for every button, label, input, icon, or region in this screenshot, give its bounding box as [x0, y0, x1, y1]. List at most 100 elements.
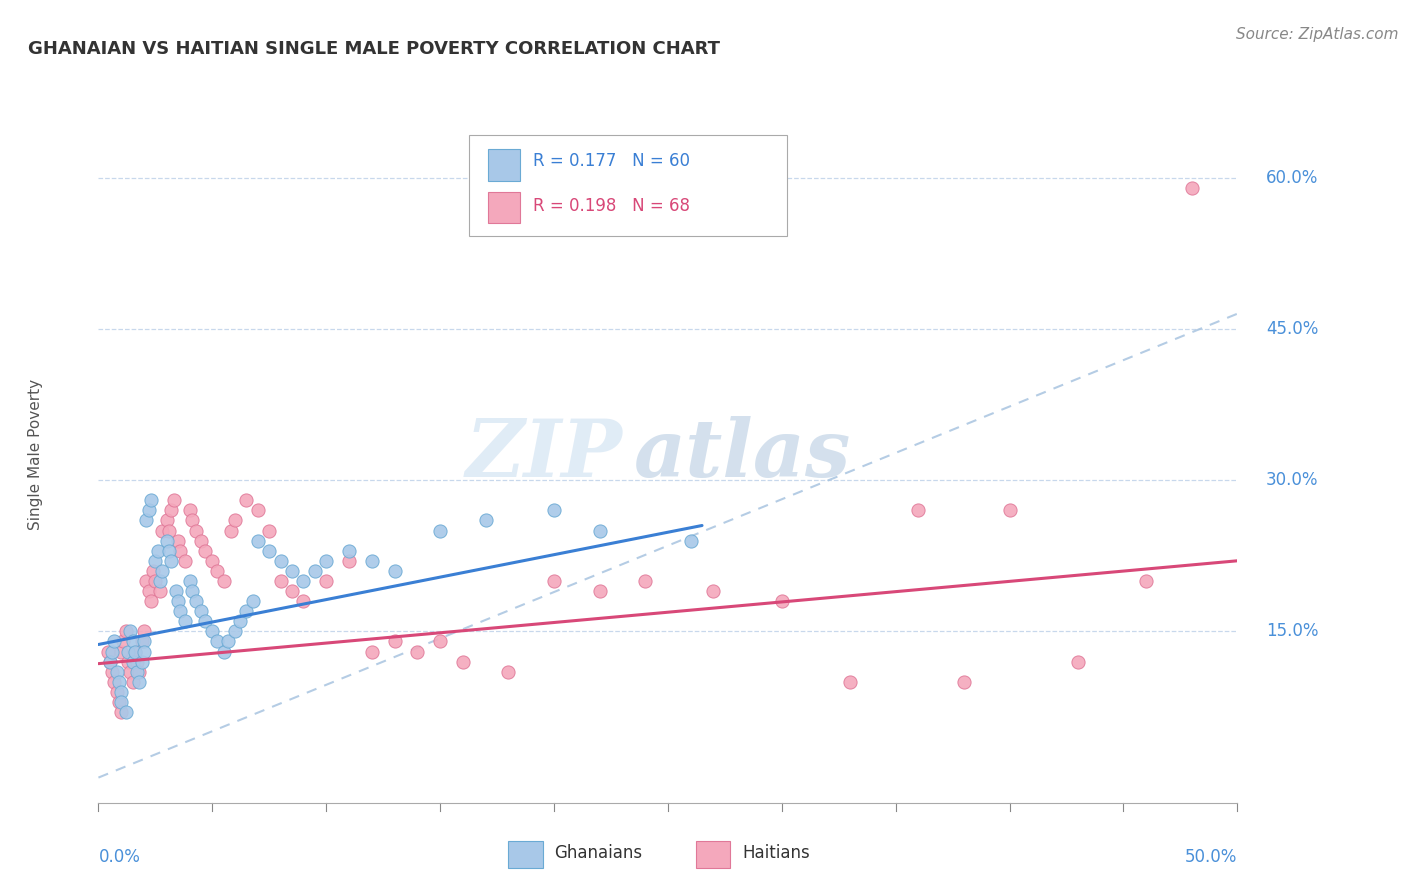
Point: [205, 634, 228, 648]
Point: [770, 594, 793, 608]
Point: [292, 574, 315, 588]
Point: [190, 533, 212, 548]
Point: [121, 655, 143, 669]
Point: [180, 584, 202, 599]
Text: atlas: atlas: [634, 417, 851, 493]
Point: [337, 543, 360, 558]
Point: [139, 594, 162, 608]
Text: Ghanaians: Ghanaians: [554, 844, 643, 862]
Point: [270, 554, 292, 568]
Point: [451, 655, 474, 669]
Point: [998, 503, 1021, 517]
Point: [179, 574, 201, 588]
Point: [634, 574, 657, 588]
Point: [121, 674, 143, 689]
Point: [224, 624, 246, 639]
Text: 0.0%: 0.0%: [98, 848, 141, 866]
Point: [242, 594, 264, 608]
Point: [131, 655, 153, 669]
Point: [156, 513, 179, 527]
Point: [169, 543, 191, 558]
Point: [246, 533, 269, 548]
Point: [498, 665, 520, 679]
Point: [179, 503, 201, 517]
Point: [156, 533, 179, 548]
Point: [110, 644, 132, 658]
Point: [150, 564, 173, 578]
Point: [98, 655, 121, 669]
Point: [114, 705, 136, 719]
Point: [384, 634, 406, 648]
Point: [235, 493, 257, 508]
Point: [112, 634, 135, 648]
Point: [110, 685, 132, 699]
Point: [304, 564, 326, 578]
Text: Haitians: Haitians: [742, 844, 810, 862]
Point: [108, 695, 131, 709]
Point: [110, 705, 132, 719]
Point: [281, 564, 304, 578]
Point: [139, 493, 162, 508]
Point: [117, 644, 139, 658]
Point: [157, 524, 180, 538]
Point: [201, 624, 224, 639]
Point: [270, 574, 292, 588]
Point: [105, 685, 128, 699]
Point: [132, 634, 155, 648]
Point: [194, 615, 217, 629]
Point: [702, 584, 724, 599]
Point: [135, 574, 157, 588]
Point: [146, 543, 169, 558]
Point: [138, 503, 160, 517]
Point: [105, 665, 128, 679]
Text: GHANAIAN VS HAITIAN SINGLE MALE POVERTY CORRELATION CHART: GHANAIAN VS HAITIAN SINGLE MALE POVERTY …: [28, 40, 720, 58]
Point: [124, 644, 146, 658]
FancyBboxPatch shape: [468, 135, 787, 235]
Point: [103, 634, 125, 648]
Point: [1135, 574, 1157, 588]
Point: [360, 644, 382, 658]
Point: [235, 604, 257, 618]
Point: [474, 513, 496, 527]
Point: [110, 695, 132, 709]
Point: [219, 524, 242, 538]
Point: [259, 524, 281, 538]
Bar: [509, 841, 543, 868]
Point: [165, 584, 187, 599]
Point: [138, 584, 160, 599]
Point: [127, 665, 149, 679]
Point: [160, 503, 183, 517]
Point: [120, 665, 142, 679]
Text: Source: ZipAtlas.com: Source: ZipAtlas.com: [1236, 27, 1399, 42]
Point: [1067, 655, 1090, 669]
Point: [128, 674, 150, 689]
Point: [149, 584, 172, 599]
Point: [101, 665, 124, 679]
Point: [186, 524, 208, 538]
Point: [108, 674, 131, 689]
Point: [174, 554, 197, 568]
Point: [212, 574, 235, 588]
Point: [588, 584, 610, 599]
Point: [180, 513, 202, 527]
Point: [127, 655, 149, 669]
Point: [337, 554, 360, 568]
Point: [96, 644, 118, 658]
Bar: [488, 149, 520, 180]
Point: [131, 634, 153, 648]
Point: [360, 554, 382, 568]
Point: [128, 665, 150, 679]
Point: [162, 493, 184, 508]
Point: [212, 644, 235, 658]
Text: ZIP: ZIP: [465, 417, 623, 493]
Point: [145, 554, 167, 568]
Point: [149, 574, 172, 588]
Point: [117, 655, 139, 669]
Point: [132, 644, 155, 658]
Point: [1181, 180, 1204, 194]
Point: [124, 644, 146, 658]
Point: [953, 674, 976, 689]
Point: [839, 674, 862, 689]
Point: [194, 543, 217, 558]
Point: [186, 594, 208, 608]
